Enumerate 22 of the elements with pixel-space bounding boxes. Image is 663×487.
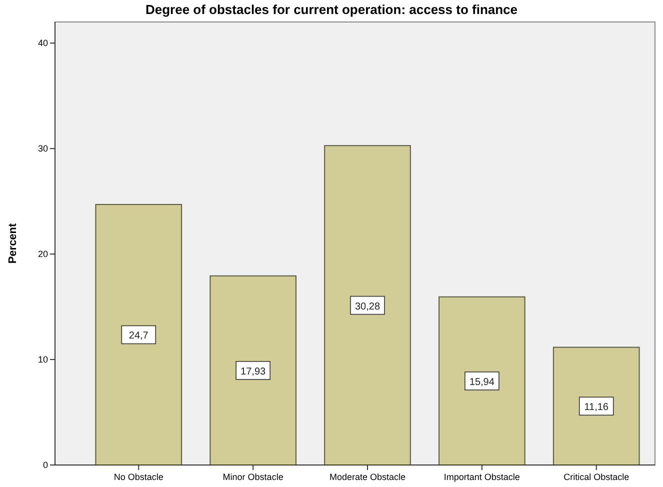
x-tick-label: Important Obstacle <box>444 472 520 482</box>
chart-title: Degree of obstacles for current operation: access to finance <box>145 2 518 17</box>
data-label: 24,7 <box>128 330 149 342</box>
y-tick-label: 40 <box>38 38 48 48</box>
y-tick-label: 10 <box>38 354 48 365</box>
data-label: 30,28 <box>354 301 380 312</box>
y-tick-label: 0 <box>42 460 48 470</box>
bar <box>438 296 526 466</box>
x-tick-label: Moderate Obstacle <box>329 472 406 482</box>
bar <box>95 204 182 466</box>
data-label: 15,94 <box>469 376 495 388</box>
x-tick-label: Minor Obstacle <box>222 472 284 482</box>
bar <box>210 275 296 466</box>
x-tick-label: Critical Obstacle <box>564 472 630 482</box>
y-tick-label: 30 <box>38 144 48 154</box>
y-tick-label: 20 <box>38 249 48 260</box>
x-tick-label: No Obstacle <box>114 472 164 482</box>
bar <box>324 145 411 466</box>
bar <box>552 346 640 466</box>
data-label: 11,16 <box>584 402 609 414</box>
y-axis-title: Percent <box>7 222 19 264</box>
data-label: 17,93 <box>240 366 266 378</box>
